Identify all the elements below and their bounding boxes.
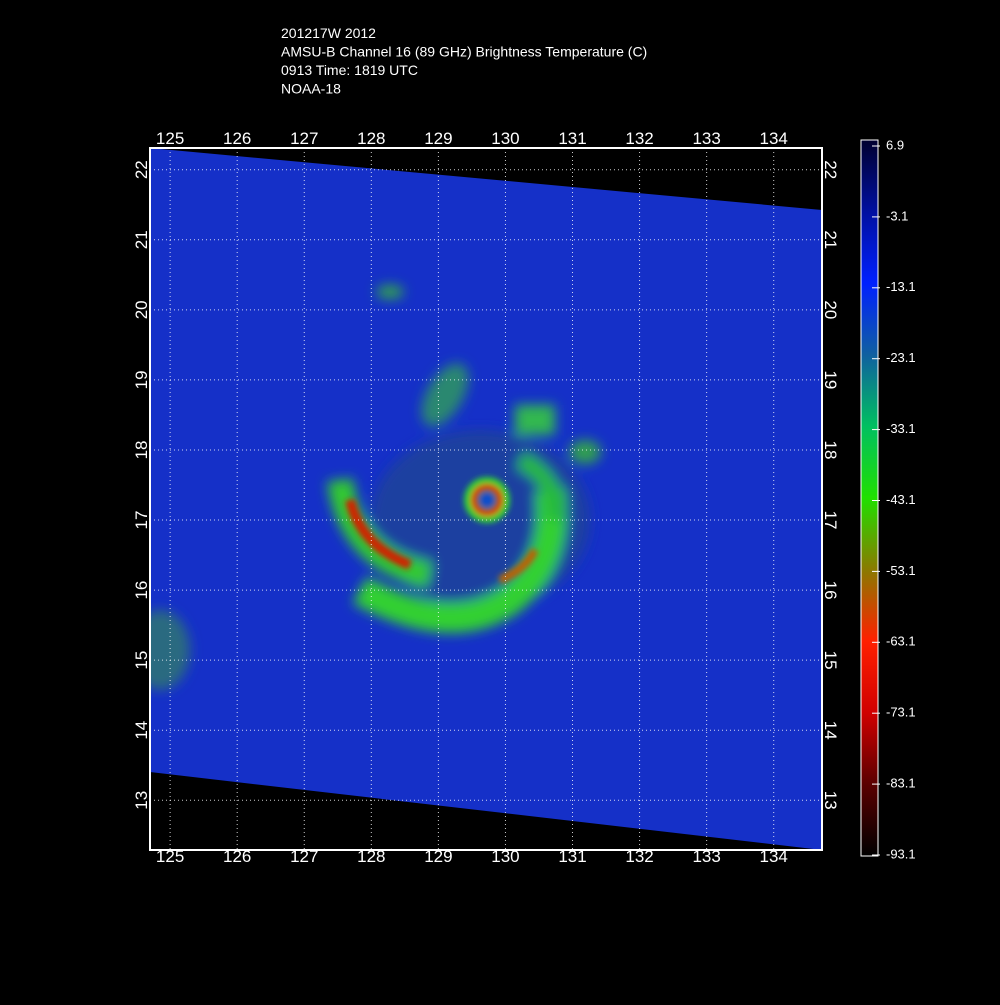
- y-tick-label: 20: [821, 300, 840, 319]
- x-tick-label: 133: [692, 847, 720, 866]
- x-tick-label: 126: [223, 129, 251, 148]
- y-tick-label: 14: [821, 721, 840, 740]
- storm-bands: [150, 285, 601, 690]
- colorbar-tick-label: -23.1: [886, 350, 916, 365]
- y-tick-label: 17: [132, 511, 151, 530]
- x-tick-label: 127: [290, 847, 318, 866]
- y-tick-label: 18: [132, 440, 151, 459]
- colorbar-tick-label: -3.1: [886, 208, 908, 223]
- header-line: 201217W 2012: [281, 25, 376, 41]
- x-tick-label: 125: [156, 847, 184, 866]
- x-tick-label: 126: [223, 847, 251, 866]
- storm-core: [345, 477, 539, 584]
- axis-ticks: 125 125 126 126 127 127 128 128 129 129 130 130 131 1…: [132, 129, 840, 866]
- grid: [150, 148, 822, 850]
- colorbar-tick-label: -33.1: [886, 421, 916, 436]
- y-tick-label: 21: [132, 230, 151, 249]
- plot-frame: [149, 147, 823, 851]
- colorbar-tick-label: -53.1: [886, 563, 916, 578]
- x-tick-label: 134: [760, 129, 788, 148]
- x-tick-label: 131: [558, 129, 586, 148]
- x-tick-label: 133: [692, 129, 720, 148]
- x-tick-label: 130: [491, 847, 519, 866]
- x-tick-label: 132: [625, 847, 653, 866]
- header-line: 0913 Time: 1819 UTC: [281, 62, 418, 78]
- x-tick-label: 131: [558, 847, 586, 866]
- x-tick-label: 132: [625, 129, 653, 148]
- x-tick-label: 128: [357, 129, 385, 148]
- header-line: NOAA-18: [281, 81, 341, 97]
- y-tick-label: 18: [821, 440, 840, 459]
- colorbar-tick-label: 6.9: [886, 137, 904, 152]
- y-tick-label: 22: [132, 160, 151, 179]
- y-tick-label: 19: [821, 370, 840, 389]
- y-tick-label: 19: [132, 370, 151, 389]
- y-tick-label: 14: [132, 721, 151, 740]
- colorbar-tick-label: -73.1: [886, 705, 916, 720]
- y-tick-label: 17: [821, 511, 840, 530]
- colorbar-tick-label: -43.1: [886, 492, 916, 507]
- x-tick-label: 125: [156, 129, 184, 148]
- x-tick-label: 129: [424, 129, 452, 148]
- y-tick-label: 15: [821, 651, 840, 670]
- y-tick-label: 20: [132, 300, 151, 319]
- colorbar-tick-label: -13.1: [886, 279, 916, 294]
- y-tick-label: 13: [132, 791, 151, 810]
- imagery: [150, 148, 822, 850]
- colorbar-tick-label: -83.1: [886, 776, 916, 791]
- y-tick-label: 15: [132, 651, 151, 670]
- y-tick-label: 16: [132, 581, 151, 600]
- x-tick-label: 130: [491, 129, 519, 148]
- colorbar-ticks: 6.9 -3.1 -13.1 -23.1 -33.1 -43.1 -53.1 -63.1 -73…: [872, 137, 916, 861]
- y-tick-label: 16: [821, 581, 840, 600]
- x-tick-label: 127: [290, 129, 318, 148]
- header-line: AMSU-B Channel 16 (89 GHz) Brightness Te…: [281, 44, 647, 60]
- colorbar-tick-label: -93.1: [886, 846, 916, 861]
- colorbar: [860, 139, 879, 857]
- x-tick-label: 128: [357, 847, 385, 866]
- y-tick-label: 22: [821, 160, 840, 179]
- header: 201217W 2012 AMSU-B Channel 16 (89 GHz) B…: [281, 25, 647, 97]
- colorbar-tick-label: -63.1: [886, 634, 916, 649]
- y-tick-label: 21: [821, 230, 840, 249]
- y-tick-label: 13: [821, 791, 840, 810]
- x-tick-label: 129: [424, 847, 452, 866]
- x-tick-label: 134: [760, 847, 788, 866]
